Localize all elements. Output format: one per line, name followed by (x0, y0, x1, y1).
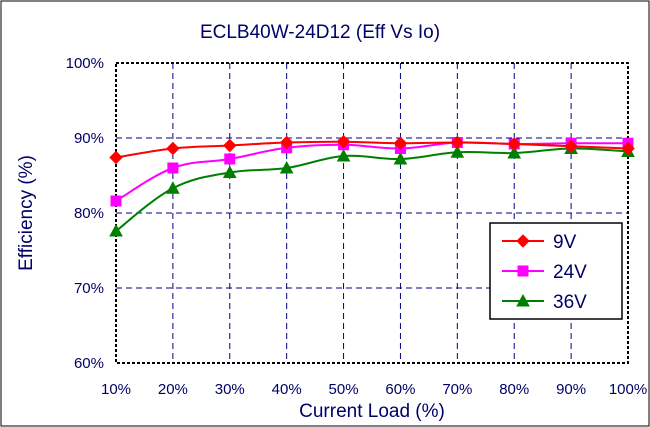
x-tick-label: 10% (101, 381, 131, 398)
series-line-9v (115, 140, 629, 159)
data-point-9v (109, 150, 123, 165)
data-point-36v (222, 165, 237, 178)
legend-label-24v: 24V (553, 262, 587, 283)
x-axis-label: Current Load (%) (299, 401, 445, 422)
x-tick-label: 90% (556, 381, 586, 398)
data-point-36v (279, 160, 294, 174)
x-tick-label: 100% (609, 381, 647, 398)
x-tick-label: 30% (215, 381, 245, 398)
y-tick-label: 80% (74, 205, 104, 222)
x-tick-label: 40% (272, 381, 302, 398)
x-tick-label: 60% (385, 381, 415, 398)
data-point-36v (109, 223, 123, 237)
x-tick-label: 80% (499, 381, 529, 398)
data-point-36v (166, 181, 180, 194)
data-point-9v (507, 137, 521, 151)
data-point-9v (621, 141, 635, 156)
legend-marker-24v (517, 265, 529, 277)
data-point-9v (223, 138, 237, 153)
data-point-9v (279, 135, 294, 150)
series-line-24v (115, 141, 629, 202)
x-tick-label: 50% (329, 381, 359, 398)
grid-layer (116, 63, 628, 363)
y-tick-label: 60% (74, 355, 104, 372)
data-point-9v (450, 135, 465, 150)
legend-marker-36v (516, 293, 530, 307)
series-layer (109, 135, 635, 237)
y-tick-label: 70% (74, 280, 104, 297)
data-point-24v (224, 153, 236, 165)
legend-label-36v: 36V (553, 292, 587, 313)
data-point-9v (393, 136, 408, 150)
axis-layer: 60% 70% 80% 90% 100% 10% 20% 30% 40% 50% 60% 70% 80%… (66, 55, 648, 398)
x-tick-label: 70% (442, 381, 472, 398)
legend: 9V 24V 36V (489, 222, 623, 320)
y-tick-label: 90% (74, 130, 104, 147)
chart-title: ECLB40W-24D12 (Eff Vs Io) (200, 22, 440, 43)
x-tick-label: 20% (158, 381, 188, 398)
y-axis-label: Efficiency (%) (16, 155, 37, 271)
legend-label-9v: 9V (553, 232, 577, 253)
data-point-9v (336, 135, 351, 149)
data-point-36v (336, 148, 351, 162)
y-tick-label: 100% (66, 55, 104, 72)
data-point-36v (450, 145, 465, 158)
data-point-24v (167, 162, 179, 174)
data-point-36v (507, 145, 522, 159)
series-line-36v (115, 147, 629, 232)
data-point-36v (393, 151, 408, 165)
data-point-24v (110, 195, 122, 207)
data-point-9v (564, 139, 578, 153)
data-point-9v (166, 141, 180, 156)
legend-marker-9v (516, 234, 530, 248)
